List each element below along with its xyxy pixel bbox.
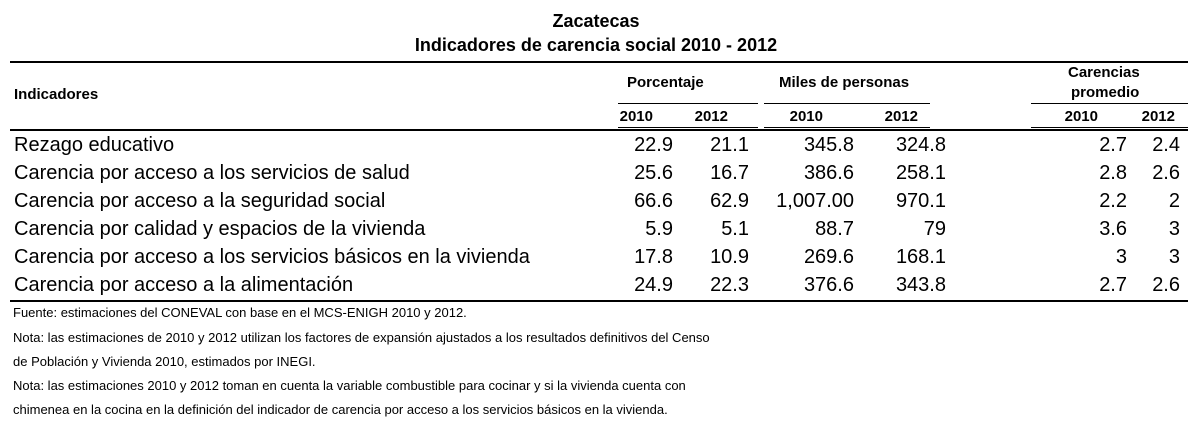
table-row: Carencia por acceso a la alimentación 24… bbox=[0, 271, 1202, 299]
table-bottom-rule bbox=[10, 300, 1188, 302]
cell-porcentaje-2012: 62.9 bbox=[710, 190, 749, 212]
footnote: Nota: las estimaciones 2010 y 2012 toman… bbox=[13, 378, 686, 393]
year-rule bbox=[1031, 127, 1188, 128]
cell-carencias-2010: 2.7 bbox=[1099, 134, 1127, 156]
cell-miles-2012: 324.8 bbox=[895, 134, 946, 156]
group-rule-miles bbox=[764, 103, 930, 104]
table-subtitle: Indicadores de carencia social 2010 - 20… bbox=[414, 35, 778, 55]
cell-porcentaje-2012: 21.1 bbox=[710, 134, 749, 156]
cell-carencias-2010: 2.8 bbox=[1099, 162, 1127, 184]
group-rule-porcentaje bbox=[618, 103, 758, 104]
cell-miles-2012: 79 bbox=[923, 218, 946, 240]
cell-porcentaje-2010: 17.8 bbox=[634, 246, 673, 268]
table-row: Carencia por acceso a los servicios bási… bbox=[0, 243, 1202, 271]
year-rule bbox=[764, 127, 930, 128]
year-rule bbox=[618, 127, 758, 128]
table-row: Carencia por calidad y espacios de la vi… bbox=[0, 215, 1202, 243]
cell-miles-2010: 269.6 bbox=[803, 246, 854, 268]
cell-porcentaje-2010: 25.6 bbox=[634, 162, 673, 184]
cell-carencias-2012: 3 bbox=[1168, 218, 1180, 240]
footnote: chimenea en la cocina en la definición d… bbox=[13, 402, 668, 417]
header-carencias-line2: promedio bbox=[1071, 84, 1140, 101]
cell-miles-2010: 376.6 bbox=[803, 274, 854, 296]
header-bottom-rule bbox=[10, 129, 1188, 131]
cell-miles-2012: 258.1 bbox=[895, 162, 946, 184]
cell-porcentaje-2012: 16.7 bbox=[710, 162, 749, 184]
row-label: Carencia por acceso a la alimentación bbox=[14, 274, 354, 296]
row-label: Carencia por acceso a la seguridad socia… bbox=[14, 190, 386, 212]
cell-carencias-2012: 2 bbox=[1168, 190, 1180, 212]
cell-miles-2010: 1,007.00 bbox=[776, 190, 854, 212]
row-label: Carencia por calidad y espacios de la vi… bbox=[14, 218, 426, 240]
cell-carencias-2012: 2.4 bbox=[1152, 134, 1180, 156]
year-header: 2010 bbox=[789, 108, 823, 125]
cell-porcentaje-2012: 5.1 bbox=[721, 218, 749, 240]
footnote: Nota: las estimaciones de 2010 y 2012 ut… bbox=[13, 330, 710, 345]
table-row: Carencia por acceso a la seguridad socia… bbox=[0, 187, 1202, 215]
year-header: 2010 bbox=[1064, 108, 1098, 125]
row-label: Rezago educativo bbox=[14, 134, 175, 156]
row-label: Carencia por acceso a los servicios bási… bbox=[14, 246, 530, 268]
cell-miles-2010: 345.8 bbox=[803, 134, 854, 156]
cell-miles-2012: 970.1 bbox=[895, 190, 946, 212]
top-rule bbox=[10, 61, 1188, 63]
cell-carencias-2012: 2.6 bbox=[1152, 274, 1180, 296]
table-row: Rezago educativo 22.9 21.1 345.8 324.8 2… bbox=[0, 131, 1202, 159]
header-carencias-line1: Carencias bbox=[1068, 64, 1140, 81]
year-header: 2012 bbox=[884, 108, 918, 125]
group-rule-carencias bbox=[1031, 103, 1188, 104]
cell-carencias-2010: 2.2 bbox=[1099, 190, 1127, 212]
cell-miles-2010: 88.7 bbox=[815, 218, 854, 240]
cell-porcentaje-2012: 10.9 bbox=[710, 246, 749, 268]
footnote-source: Fuente: estimaciones del CONEVAL con bas… bbox=[13, 305, 467, 320]
cell-carencias-2010: 2.7 bbox=[1099, 274, 1127, 296]
year-header: 2012 bbox=[1141, 108, 1175, 125]
cell-miles-2012: 168.1 bbox=[895, 246, 946, 268]
header-porcentaje: Porcentaje bbox=[627, 74, 704, 91]
cell-porcentaje-2010: 5.9 bbox=[645, 218, 673, 240]
cell-porcentaje-2012: 22.3 bbox=[710, 274, 749, 296]
row-label: Carencia por acceso a los servicios de s… bbox=[14, 162, 410, 184]
cell-carencias-2012: 2.6 bbox=[1152, 162, 1180, 184]
cell-carencias-2010: 3.6 bbox=[1099, 218, 1127, 240]
table-row: Carencia por acceso a los servicios de s… bbox=[0, 159, 1202, 187]
table-title: Zacatecas bbox=[552, 11, 640, 31]
header-miles: Miles de personas bbox=[779, 74, 910, 91]
cell-porcentaje-2010: 24.9 bbox=[634, 274, 673, 296]
header-indicadores: Indicadores bbox=[14, 86, 99, 103]
year-header: 2010 bbox=[619, 108, 653, 125]
cell-miles-2010: 386.6 bbox=[803, 162, 854, 184]
cell-porcentaje-2010: 22.9 bbox=[634, 134, 673, 156]
year-header: 2012 bbox=[694, 108, 728, 125]
cell-carencias-2010: 3 bbox=[1115, 246, 1127, 268]
cell-miles-2012: 343.8 bbox=[895, 274, 946, 296]
footnote: de Población y Vivienda 2010, estimados … bbox=[13, 354, 316, 369]
cell-porcentaje-2010: 66.6 bbox=[634, 190, 673, 212]
cell-carencias-2012: 3 bbox=[1168, 246, 1180, 268]
